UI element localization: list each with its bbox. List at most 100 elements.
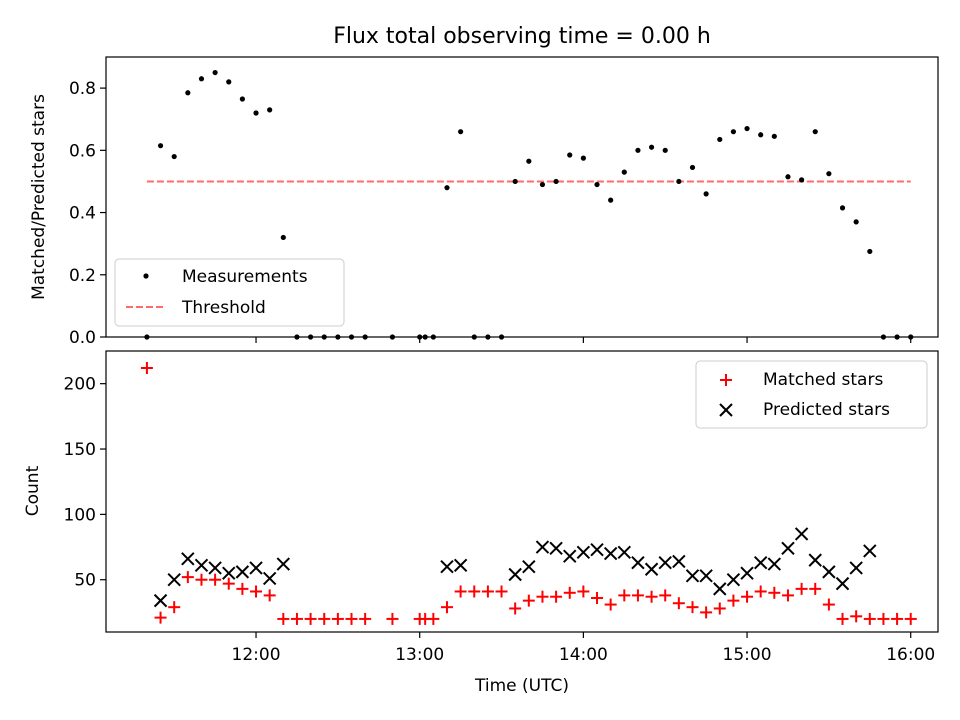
y-tick-label: 0.2	[69, 266, 96, 286]
y-tick-label: 0.6	[69, 141, 96, 161]
predicted-stars-point	[713, 582, 727, 596]
legend-threshold-label: Threshold	[181, 298, 266, 318]
top-axes: Flux total observing time = 0.00 h Match…	[29, 24, 939, 348]
matched-stars-point	[209, 573, 222, 586]
measurement-point	[662, 147, 668, 153]
matched-stars-point	[631, 589, 644, 602]
measurement-point	[185, 90, 191, 96]
predicted-stars-point	[208, 561, 222, 575]
predicted-stars-point	[658, 556, 672, 570]
top-legend-box	[114, 258, 345, 327]
legend-matched-marker	[720, 374, 732, 386]
matched-stars-point	[386, 612, 399, 625]
predicted-stars-point	[576, 545, 591, 559]
predicted-stars-point	[835, 576, 850, 591]
predicted-stars-point	[685, 569, 700, 583]
matched-stars-point	[659, 589, 672, 602]
measurement-point	[717, 136, 723, 143]
measurement-point	[526, 158, 532, 164]
y-tick-label: 0.0	[69, 328, 96, 348]
measurement-point	[676, 178, 682, 185]
measurement-point	[771, 133, 777, 139]
matched-stars-point	[604, 598, 617, 611]
matched-stars-point	[277, 612, 290, 625]
measurement-point	[812, 129, 818, 135]
predicted-stars-point	[590, 542, 604, 557]
matched-stars-point	[168, 601, 181, 614]
matched-stars-point	[318, 612, 331, 625]
matched-stars-point	[891, 612, 904, 625]
matched-stars-point	[672, 597, 685, 610]
x-tick-label: 14:00	[559, 645, 608, 665]
measurement-point	[744, 125, 750, 132]
measurement-point	[730, 129, 737, 135]
matched-stars-point	[591, 592, 604, 605]
matched-stars-point	[836, 612, 849, 625]
matched-stars-point	[877, 612, 890, 625]
predicted-stars-point	[535, 540, 550, 554]
predicted-stars-point	[167, 573, 181, 587]
legend-matched-label: Matched stars	[763, 370, 883, 390]
matched-stars-point	[904, 612, 917, 625]
predicted-stars-point	[808, 553, 822, 567]
predicted-stars-point	[508, 567, 522, 582]
measurement-point	[212, 69, 218, 76]
measurement-point	[703, 191, 709, 197]
predicted-stars-point	[767, 557, 782, 571]
measurement-point	[799, 177, 805, 183]
y-tick-label: 0.8	[69, 79, 96, 99]
measurement-point	[826, 171, 832, 177]
matched-stars-point	[290, 612, 303, 625]
predicted-stars-point	[822, 565, 836, 579]
bottom-y-axis-label: Count	[23, 465, 43, 516]
predicted-stars-point	[249, 561, 263, 575]
bottom-legend-box	[695, 360, 928, 429]
measurement-point	[157, 143, 164, 149]
matched-stars-point	[468, 585, 481, 598]
measurement-point	[648, 144, 655, 150]
predicted-stars-point	[276, 557, 291, 571]
matched-stars-point	[509, 602, 522, 615]
predicted-stars-point	[262, 571, 277, 586]
bottom-axes-frame	[105, 350, 939, 633]
measurement-point	[580, 155, 586, 161]
measurement-point	[608, 197, 614, 203]
matched-stars-point	[700, 606, 713, 619]
measurement-point	[253, 110, 259, 116]
predicted-stars-point	[440, 559, 454, 574]
matched-stars-point	[195, 573, 208, 586]
measurement-point	[785, 174, 791, 180]
matched-stars-point	[454, 585, 467, 598]
matched-stars-point	[768, 586, 781, 599]
predicted-stars-point	[453, 558, 468, 573]
measurement-point	[539, 181, 546, 188]
x-tick-label: 13:00	[395, 645, 444, 665]
predicted-stars-point	[194, 558, 209, 573]
x-tick-label: 15:00	[723, 645, 772, 665]
legend-measurements-label: Measurements	[182, 267, 308, 287]
matched-stars-point	[522, 594, 535, 607]
top-y-ticks: 0.0 0.2 0.4 0.6 0.8	[69, 79, 106, 348]
matched-stars-point	[236, 582, 249, 595]
matched-stars-point	[795, 582, 808, 595]
matched-stars-point	[140, 361, 153, 374]
legend-predicted-label: Predicted stars	[763, 400, 890, 420]
matched-stars-point	[822, 598, 835, 611]
measurement-point	[458, 129, 464, 135]
matched-stars-point	[754, 585, 767, 598]
measurement-point	[758, 132, 764, 138]
predicted-stars-point	[603, 546, 618, 561]
y-tick-label: 100	[64, 505, 96, 525]
measurement-point	[444, 185, 450, 191]
predicted-stars-point	[740, 566, 754, 580]
predicted-stars-point	[522, 559, 536, 574]
matched-stars-point	[331, 612, 344, 625]
measurement-point	[867, 248, 873, 255]
matched-stars-point	[440, 601, 453, 614]
matched-stars-point	[345, 612, 358, 625]
bottom-y-ticks: 50 100 150 200	[64, 375, 106, 591]
legend-predicted-marker	[719, 403, 733, 417]
bottom-x-ticks: 12:00 13:00 14:00 15:00 16:00	[232, 632, 935, 665]
matched-stars-point	[809, 582, 822, 595]
